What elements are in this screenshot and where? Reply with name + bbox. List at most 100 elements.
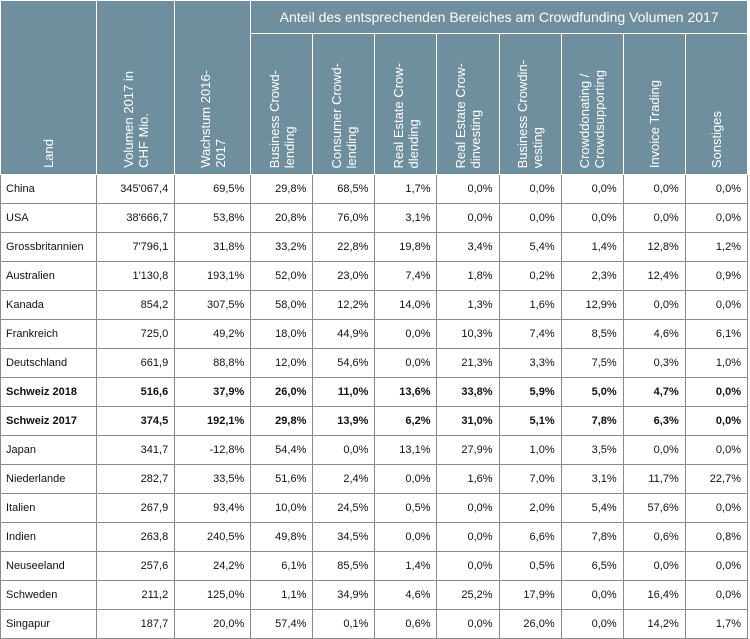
table-row: Schweiz 2017 374,5 192,1% 29,8% 13,9% 6,2% 31,…	[0, 406, 749, 436]
cell-wachstum: 125,0%	[174, 580, 252, 610]
cell-land: Neuseeland	[0, 551, 98, 581]
cell-land: China	[0, 174, 98, 204]
header-crowddonating: Crowddonating / Crowdsupporting	[560, 33, 624, 175]
cell-share: 0,0%	[312, 435, 376, 465]
cell-share: 0,0%	[436, 551, 500, 581]
cell-share: 4,7%	[622, 377, 686, 407]
cell-share: 16,4%	[622, 580, 686, 610]
cell-wachstum: 53,8%	[174, 203, 252, 233]
cell-land: Australien	[0, 261, 98, 291]
cell-share: 13,1%	[374, 435, 438, 465]
cell-share: 1,0%	[684, 348, 749, 378]
cell-share: 85,5%	[312, 551, 376, 581]
cell-share: 13,6%	[374, 377, 438, 407]
cell-share: 0,0%	[684, 290, 749, 320]
cell-share: 2,3%	[560, 261, 624, 291]
cell-share: 24,5%	[312, 493, 376, 523]
table-row: USA 38'666,7 53,8% 20,8% 76,0% 3,1% 0,0% 0,0% 0,…	[0, 203, 749, 233]
cell-share: 7,8%	[560, 522, 624, 552]
cell-wachstum: 49,2%	[174, 319, 252, 349]
cell-volumen: 345'067,4	[96, 174, 176, 204]
cell-share: 0,0%	[622, 203, 686, 233]
cell-share: 1,1%	[250, 580, 314, 610]
cell-share: 0,0%	[498, 174, 562, 204]
table-row: Australien 1'130,8 193,1% 52,0% 23,0% 7,4% 1,8…	[0, 261, 749, 291]
cell-share: 3,1%	[374, 203, 438, 233]
cell-share: 0,6%	[374, 609, 438, 639]
cell-share: 5,1%	[498, 406, 562, 436]
cell-volumen: 282,7	[96, 464, 176, 494]
header-sub-label: Real Estate Crow- dlending	[390, 62, 421, 168]
cell-share: 34,5%	[312, 522, 376, 552]
cell-share: 0,0%	[684, 174, 749, 204]
header-group-anteil: Anteil des entsprechenden Bereiches am C…	[250, 0, 748, 34]
cell-land: Schweiz 2018	[0, 377, 98, 407]
table-row: Italien 267,9 93,4% 10,0% 24,5% 0,5% 0,0% 2,0% 5…	[0, 493, 749, 523]
cell-share: 54,4%	[250, 435, 314, 465]
cell-share: 10,0%	[250, 493, 314, 523]
cell-share: 76,0%	[312, 203, 376, 233]
header-sub-label: Business Crowd- lending	[266, 69, 297, 168]
cell-share: 51,6%	[250, 464, 314, 494]
header-sub-label: Real Estate Crow- dinvesting	[453, 62, 484, 168]
cell-share: 49,8%	[250, 522, 314, 552]
cell-share: 0,0%	[436, 609, 500, 639]
cell-share: 22,7%	[684, 464, 749, 494]
cell-share: 10,3%	[436, 319, 500, 349]
cell-wachstum: -12,8%	[174, 435, 252, 465]
cell-share: 58,0%	[250, 290, 314, 320]
cell-land: Schweden	[0, 580, 98, 610]
header-volumen-label: Volumen 2017 in CHF Mio.	[120, 71, 151, 168]
cell-share: 14,0%	[374, 290, 438, 320]
header-sub-label: Crowddonating / Crowdsupporting	[577, 69, 608, 168]
cell-share: 0,0%	[498, 203, 562, 233]
cell-share: 29,8%	[250, 406, 314, 436]
cell-share: 57,6%	[622, 493, 686, 523]
cell-share: 0,0%	[684, 435, 749, 465]
cell-share: 33,2%	[250, 232, 314, 262]
cell-land: Grossbritannien	[0, 232, 98, 262]
cell-share: 4,6%	[374, 580, 438, 610]
header-sub-label: Consumer Crowd- lending	[328, 62, 359, 168]
cell-share: 0,0%	[622, 551, 686, 581]
cell-share: 0,0%	[622, 435, 686, 465]
cell-share: 52,0%	[250, 261, 314, 291]
cell-share: 0,0%	[560, 609, 624, 639]
cell-wachstum: 24,2%	[174, 551, 252, 581]
cell-share: 12,4%	[622, 261, 686, 291]
cell-share: 6,2%	[374, 406, 438, 436]
cell-share: 0,1%	[312, 609, 376, 639]
cell-share: 11,0%	[312, 377, 376, 407]
cell-share: 34,9%	[312, 580, 376, 610]
cell-share: 7,5%	[560, 348, 624, 378]
cell-share: 54,6%	[312, 348, 376, 378]
cell-share: 25,2%	[436, 580, 500, 610]
table-row: Kanada 854,2 307,5% 58,0% 12,2% 14,0% 1,3% 1,6%…	[0, 290, 749, 320]
cell-share: 27,9%	[436, 435, 500, 465]
cell-wachstum: 20,0%	[174, 609, 252, 639]
table-row: Neuseeland 257,6 24,2% 6,1% 85,5% 1,4% 0,0% 0,5…	[0, 551, 749, 581]
header-wachstum-label: Wachstum 2016- 2017	[197, 70, 228, 168]
cell-share: 0,0%	[684, 377, 749, 407]
header-business-crowdlending: Business Crowd- lending	[250, 33, 314, 175]
cell-share: 26,0%	[250, 377, 314, 407]
cell-share: 0,0%	[436, 493, 500, 523]
cell-land: Japan	[0, 435, 98, 465]
table-row: Japan 341,7 -12,8% 54,4% 0,0% 13,1% 27,9% 1,0% 3…	[0, 435, 749, 465]
cell-share: 20,8%	[250, 203, 314, 233]
cell-volumen: 374,5	[96, 406, 176, 436]
cell-share: 0,0%	[622, 174, 686, 204]
cell-share: 0,8%	[684, 522, 749, 552]
cell-share: 5,9%	[498, 377, 562, 407]
cell-volumen: 38'666,7	[96, 203, 176, 233]
cell-wachstum: 307,5%	[174, 290, 252, 320]
table-row: Indien 263,8 240,5% 49,8% 34,5% 0,0% 0,0% 6,6% 7…	[0, 522, 749, 552]
cell-wachstum: 240,5%	[174, 522, 252, 552]
header-land: Land	[0, 0, 98, 175]
cell-share: 12,8%	[622, 232, 686, 262]
cell-share: 0,0%	[436, 203, 500, 233]
cell-share: 0,0%	[374, 522, 438, 552]
cell-share: 1,7%	[374, 174, 438, 204]
cell-share: 14,2%	[622, 609, 686, 639]
table-row: Niederlande 282,7 33,5% 51,6% 2,4% 0,0% 1,6% 7,…	[0, 464, 749, 494]
